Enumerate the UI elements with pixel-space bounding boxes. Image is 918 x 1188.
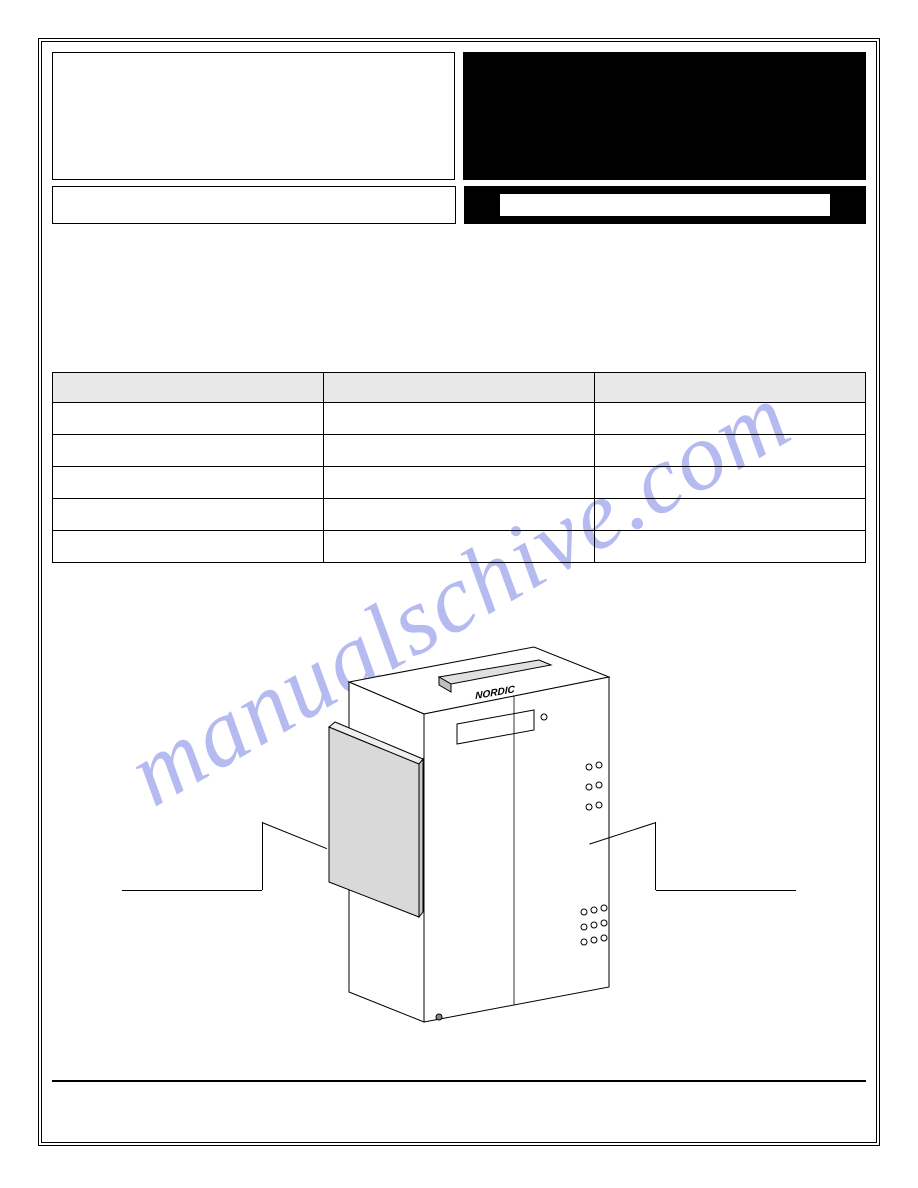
table-header-row xyxy=(53,373,866,403)
callout-right xyxy=(656,822,796,892)
cell xyxy=(324,467,595,499)
spec-table xyxy=(52,372,866,563)
subheader-box-left xyxy=(52,186,456,224)
cell xyxy=(595,435,866,467)
cell xyxy=(53,531,324,563)
table-col-2 xyxy=(595,373,866,403)
cell xyxy=(324,403,595,435)
table-row xyxy=(53,499,866,531)
table-col-0 xyxy=(53,373,324,403)
product-illustration: NORDIC xyxy=(42,622,876,1082)
table-row xyxy=(53,531,866,563)
header-box-left xyxy=(52,52,455,180)
cell xyxy=(324,435,595,467)
cell xyxy=(595,499,866,531)
cell xyxy=(53,403,324,435)
cell xyxy=(53,499,324,531)
cell xyxy=(595,467,866,499)
leader-line xyxy=(122,890,262,891)
page-frame: NORDIC xyxy=(38,38,880,1146)
leader-line xyxy=(655,822,656,890)
cell xyxy=(53,467,324,499)
subheader-inner-white xyxy=(500,194,830,216)
heat-pump-unit-svg: NORDIC xyxy=(289,622,629,1042)
leader-line xyxy=(262,822,263,890)
cell xyxy=(53,435,324,467)
callout-left xyxy=(122,822,262,892)
header-box-right xyxy=(463,52,866,180)
table-row xyxy=(53,467,866,499)
header-row xyxy=(52,52,866,180)
table-col-1 xyxy=(324,373,595,403)
subheader-box-right xyxy=(464,186,866,224)
table-row xyxy=(53,435,866,467)
table-row xyxy=(53,403,866,435)
cell xyxy=(595,403,866,435)
cell xyxy=(324,531,595,563)
footer-divider xyxy=(52,1080,866,1082)
subheader-row xyxy=(52,186,866,224)
leader-line xyxy=(656,890,796,891)
cell xyxy=(595,531,866,563)
cell xyxy=(324,499,595,531)
